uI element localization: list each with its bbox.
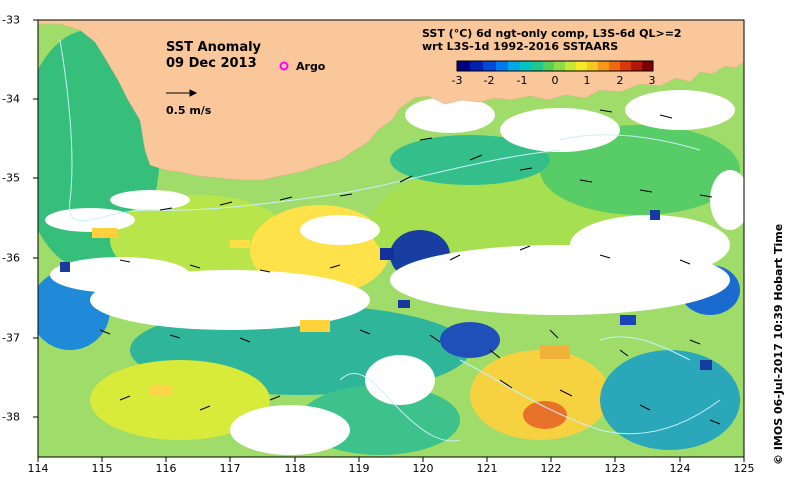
credit-timestamp: © IMOS 06-Jul-2017 10:39 Hobart Time (772, 223, 785, 465)
land-australia (38, 20, 744, 181)
reference-vector-arrow (166, 89, 198, 97)
lon-tick-label: 121 (476, 462, 498, 475)
product-description: SST (°C) 6d ngt-only comp, L3S-6d QL>=2 (422, 27, 682, 40)
lat-tick-label: -33 (2, 13, 20, 27)
lon-tick-label: 115 (91, 462, 113, 475)
argo-marker-icon (279, 61, 289, 71)
colorbar-tick-label: -3 (451, 74, 463, 87)
lon-tick-label: 125 (733, 462, 755, 475)
lon-tick-label: 117 (219, 462, 241, 475)
lon-tick-label: 119 (348, 462, 370, 475)
axis-ticks (33, 19, 745, 462)
lon-tick-label: 120 (412, 462, 434, 475)
colorbar-tick-label: -2 (483, 74, 495, 87)
map-date: 09 Dec 2013 (166, 56, 257, 71)
lat-tick-label: -35 (2, 171, 20, 185)
reference-vector-label: 0.5 m/s (166, 104, 212, 117)
lon-tick-label: 124 (669, 462, 691, 475)
anomaly-patch (600, 350, 740, 450)
colorbar-tick-label: -1 (516, 74, 528, 87)
colorbar-tick-label: 1 (583, 74, 591, 87)
product-reference: wrt L3S-1d 1992-2016 SSTAARS (422, 40, 619, 53)
sst-contours (59, 39, 721, 442)
colorbar-tick-label: 0 (551, 74, 559, 87)
colorbar-tick-label: 2 (616, 74, 624, 87)
anomaly-patch (470, 350, 610, 440)
anomaly-patch (90, 360, 270, 440)
colorbar (456, 60, 654, 72)
anomaly-dabs (60, 210, 712, 395)
lat-tick-label: -38 (2, 410, 20, 424)
lon-tick-label: 116 (155, 462, 177, 475)
plot-frame (37, 19, 745, 458)
lon-tick-label: 123 (604, 462, 626, 475)
lat-tick-label: -34 (2, 92, 20, 106)
lat-tick-label: -37 (2, 331, 20, 345)
anomaly-patch (523, 401, 567, 429)
current-vectors (99, 109, 721, 425)
missing-data-mask (45, 90, 744, 455)
lat-tick-label: -36 (2, 251, 20, 265)
argo-legend-label: Argo (296, 60, 326, 73)
lon-tick-label: 118 (284, 462, 306, 475)
colorbar-tick-label: 3 (648, 74, 656, 87)
anomaly-patch (440, 322, 500, 358)
lon-tick-label: 114 (27, 462, 49, 475)
map-title: SST Anomaly (166, 40, 262, 55)
lon-tick-label: 122 (540, 462, 562, 475)
